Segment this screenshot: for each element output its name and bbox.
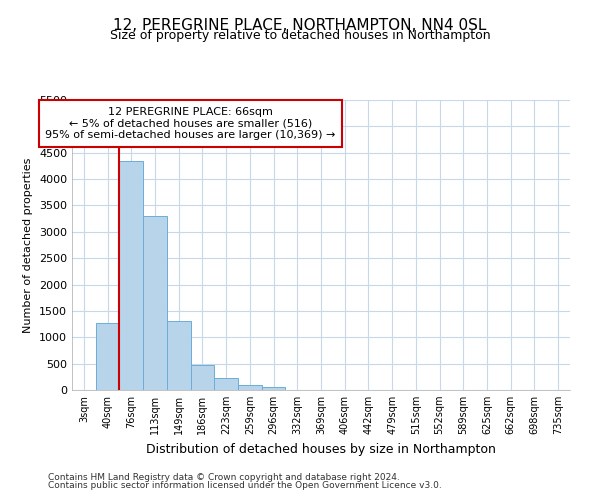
Text: Contains HM Land Registry data © Crown copyright and database right 2024.: Contains HM Land Registry data © Crown c…	[48, 473, 400, 482]
Bar	[119, 160, 143, 390]
Text: Contains public sector information licensed under the Open Government Licence v3: Contains public sector information licen…	[48, 480, 442, 490]
Bar	[96, 323, 119, 390]
Text: Size of property relative to detached houses in Northampton: Size of property relative to detached ho…	[110, 29, 490, 42]
Bar	[262, 387, 286, 390]
Y-axis label: Number of detached properties: Number of detached properties	[23, 158, 34, 332]
Text: 12 PEREGRINE PLACE: 66sqm
← 5% of detached houses are smaller (516)
95% of semi-: 12 PEREGRINE PLACE: 66sqm ← 5% of detach…	[46, 107, 336, 140]
Bar	[143, 216, 167, 390]
Bar	[238, 384, 262, 390]
Bar	[191, 364, 214, 390]
Bar	[167, 322, 191, 390]
X-axis label: Distribution of detached houses by size in Northampton: Distribution of detached houses by size …	[146, 442, 496, 456]
Text: 12, PEREGRINE PLACE, NORTHAMPTON, NN4 0SL: 12, PEREGRINE PLACE, NORTHAMPTON, NN4 0S…	[113, 18, 487, 32]
Bar	[214, 378, 238, 390]
